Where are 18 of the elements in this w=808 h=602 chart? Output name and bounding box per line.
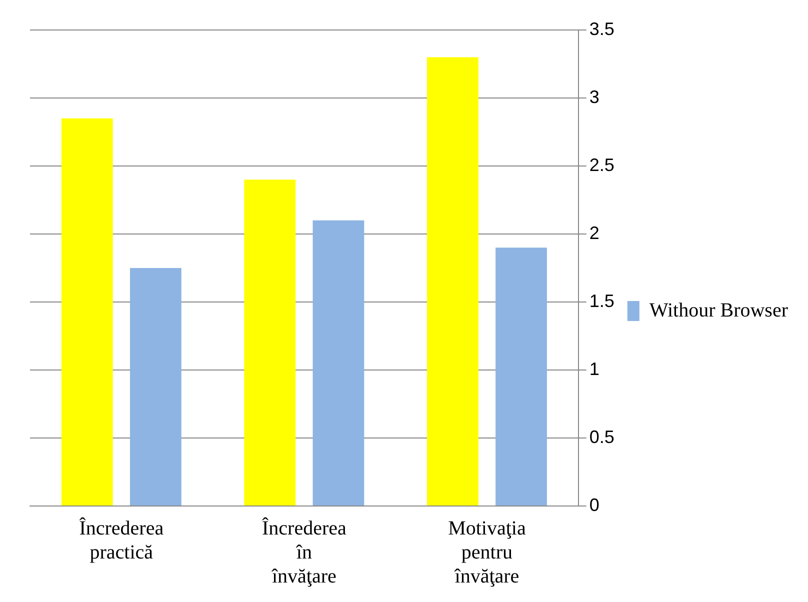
bar — [61, 118, 113, 506]
bar — [130, 268, 182, 506]
bar — [426, 57, 478, 506]
x-tick-label: Încrederea în învăţare — [262, 516, 346, 588]
y-tick-label: 0 — [589, 494, 600, 515]
y-tick-label: 2 — [589, 222, 600, 243]
y-tick-label: 1 — [589, 358, 600, 379]
y-tick-label: 1.5 — [589, 290, 614, 311]
y-tick-label: 0.5 — [589, 426, 614, 447]
bar — [244, 180, 296, 506]
y-tick-label: 3 — [589, 86, 600, 107]
y-tick-label: 3.5 — [589, 18, 614, 39]
x-tick-label: Încrederea practică — [79, 516, 164, 564]
bar — [312, 220, 364, 506]
bar — [496, 248, 547, 506]
legend-label: Withour Browser — [649, 299, 788, 322]
y-tick-label: 2.5 — [589, 154, 614, 175]
x-tick-label: Motivaţia pentru învăţare — [448, 517, 526, 588]
